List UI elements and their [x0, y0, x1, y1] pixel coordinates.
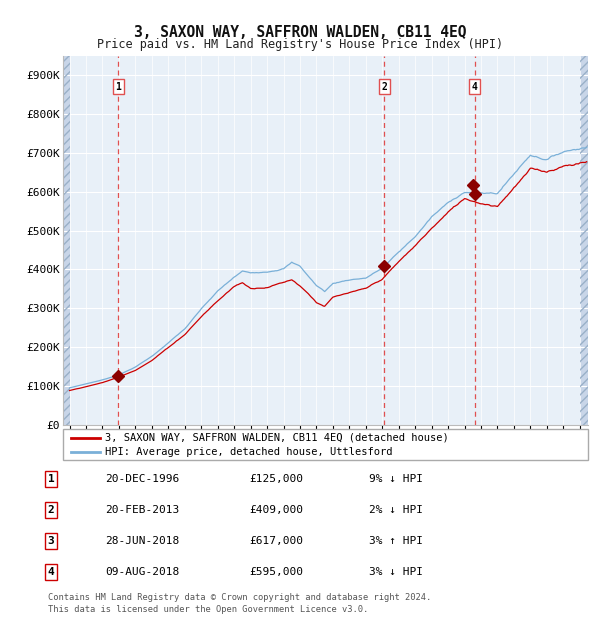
- Bar: [580, 56, 588, 425]
- Text: 28-JUN-2018: 28-JUN-2018: [105, 536, 179, 546]
- Text: 4: 4: [47, 567, 55, 577]
- Text: £617,000: £617,000: [249, 536, 303, 546]
- Text: 3% ↑ HPI: 3% ↑ HPI: [369, 536, 423, 546]
- Bar: [63, 56, 70, 425]
- Text: 20-FEB-2013: 20-FEB-2013: [105, 505, 179, 515]
- Text: 09-AUG-2018: 09-AUG-2018: [105, 567, 179, 577]
- Bar: [63, 56, 70, 425]
- Text: 4: 4: [472, 82, 478, 92]
- Text: 2: 2: [382, 82, 388, 92]
- Text: 3, SAXON WAY, SAFFRON WALDEN, CB11 4EQ (detached house): 3, SAXON WAY, SAFFRON WALDEN, CB11 4EQ (…: [105, 433, 449, 443]
- FancyBboxPatch shape: [63, 429, 588, 460]
- Text: £595,000: £595,000: [249, 567, 303, 577]
- Text: 2% ↓ HPI: 2% ↓ HPI: [369, 505, 423, 515]
- Text: Contains HM Land Registry data © Crown copyright and database right 2024.
This d: Contains HM Land Registry data © Crown c…: [48, 593, 431, 614]
- Text: £125,000: £125,000: [249, 474, 303, 484]
- Text: 2: 2: [47, 505, 55, 515]
- Text: 1: 1: [116, 82, 121, 92]
- Text: 20-DEC-1996: 20-DEC-1996: [105, 474, 179, 484]
- Text: Price paid vs. HM Land Registry's House Price Index (HPI): Price paid vs. HM Land Registry's House …: [97, 38, 503, 51]
- Text: 1: 1: [47, 474, 55, 484]
- Text: 3: 3: [47, 536, 55, 546]
- Text: £409,000: £409,000: [249, 505, 303, 515]
- Text: HPI: Average price, detached house, Uttlesford: HPI: Average price, detached house, Uttl…: [105, 447, 392, 458]
- Text: 3, SAXON WAY, SAFFRON WALDEN, CB11 4EQ: 3, SAXON WAY, SAFFRON WALDEN, CB11 4EQ: [134, 25, 466, 40]
- Bar: [580, 56, 588, 425]
- Text: 9% ↓ HPI: 9% ↓ HPI: [369, 474, 423, 484]
- Text: 3% ↓ HPI: 3% ↓ HPI: [369, 567, 423, 577]
